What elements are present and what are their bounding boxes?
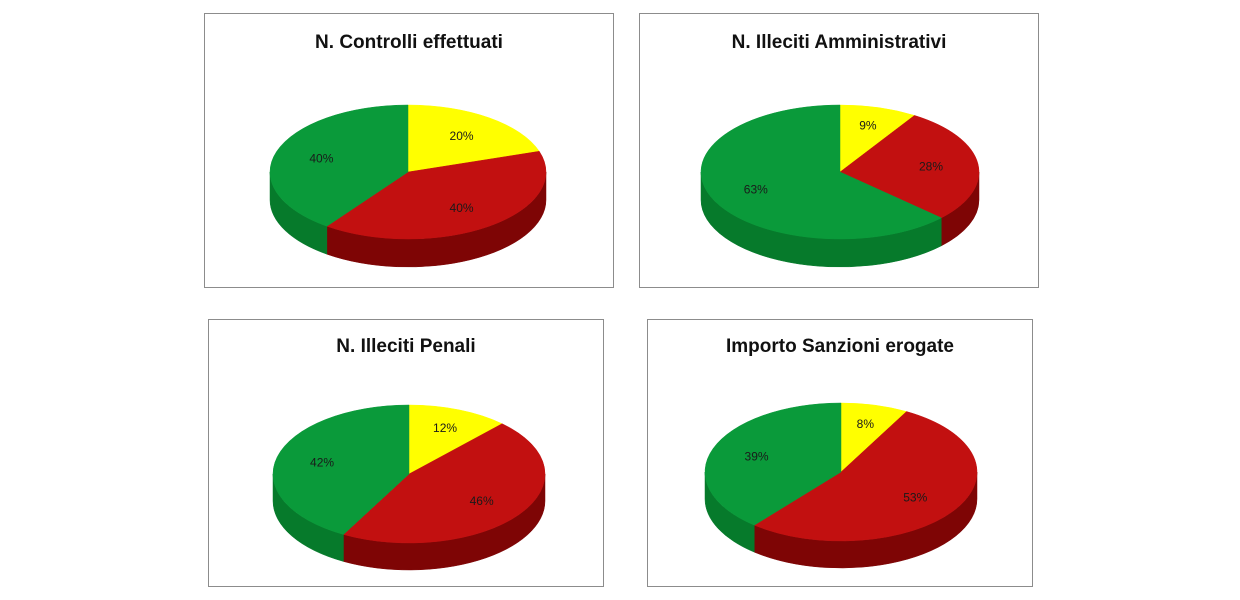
pie-slice-label: 8% bbox=[857, 417, 875, 431]
pie-slice-label: 63% bbox=[744, 183, 768, 197]
chart-title: N. Controlli effettuati bbox=[315, 32, 503, 53]
pie-slice bbox=[269, 104, 409, 227]
chart-panel-illeciti-penali: N. Illeciti Penali 12% 46% 42% bbox=[208, 319, 604, 587]
pie-slice bbox=[700, 104, 942, 240]
pie-slice-label: 12% bbox=[433, 421, 457, 435]
pie-slice-label: 20% bbox=[450, 129, 474, 143]
pie-chart: 12% 46% 42% bbox=[272, 404, 546, 571]
chart-panel-controlli: N. Controlli effettuati 20% 40% 40% bbox=[204, 13, 614, 288]
pie-slice-label: 53% bbox=[903, 491, 927, 505]
pie-slice-label: 39% bbox=[745, 450, 769, 464]
chart-title: Importo Sanzioni erogate bbox=[725, 336, 955, 357]
pie-slice-label: 28% bbox=[919, 159, 943, 173]
pie-slice-label: 42% bbox=[310, 456, 334, 470]
pie-slice bbox=[408, 404, 503, 475]
pie-slice-label: 46% bbox=[470, 494, 494, 508]
chart-panel-importo-sanzioni: Importo Sanzioni erogate 8% 53% 39% bbox=[647, 319, 1033, 587]
chart-title: N. Illeciti Penali bbox=[336, 336, 476, 357]
pie-slice bbox=[839, 104, 916, 173]
pie-chart: 9% 28% 63% bbox=[700, 104, 980, 268]
pie-slice-label: 9% bbox=[859, 119, 877, 133]
pie-chart: 8% 53% 39% bbox=[704, 402, 978, 569]
chart-title: N. Illeciti Amministrativi bbox=[731, 32, 947, 53]
pie-slice bbox=[326, 151, 547, 240]
pie-slice-label: 40% bbox=[309, 151, 333, 165]
pie-slice bbox=[407, 104, 540, 173]
pie-slice bbox=[839, 115, 980, 219]
pie-slice bbox=[704, 402, 842, 526]
chart-panel-illeciti-amministrativi: N. Illeciti Amministrativi 9% 28% 63% bbox=[639, 13, 1039, 288]
pie-chart: 20% 40% 40% bbox=[269, 104, 547, 268]
pie-slice bbox=[753, 411, 978, 542]
pie-slice-label: 40% bbox=[450, 201, 474, 215]
pie-slice bbox=[342, 423, 546, 544]
pie-slice bbox=[272, 404, 410, 535]
